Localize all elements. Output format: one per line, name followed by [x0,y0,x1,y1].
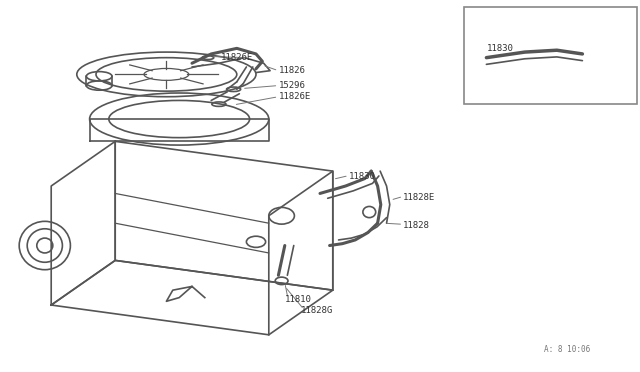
Text: 11828: 11828 [403,221,430,230]
Text: 11810: 11810 [285,295,312,304]
Text: 11826: 11826 [278,66,305,75]
Text: 11830: 11830 [349,172,376,181]
Text: 11828E: 11828E [403,193,435,202]
Text: 11826E: 11826E [221,53,253,62]
Text: 11830: 11830 [486,44,513,53]
Text: 11828G: 11828G [301,306,333,315]
Bar [464,7,637,104]
Text: 11826E: 11826E [278,92,310,101]
Text: 15296: 15296 [278,81,305,90]
Text: A: 8 10:06: A: 8 10:06 [544,345,590,354]
